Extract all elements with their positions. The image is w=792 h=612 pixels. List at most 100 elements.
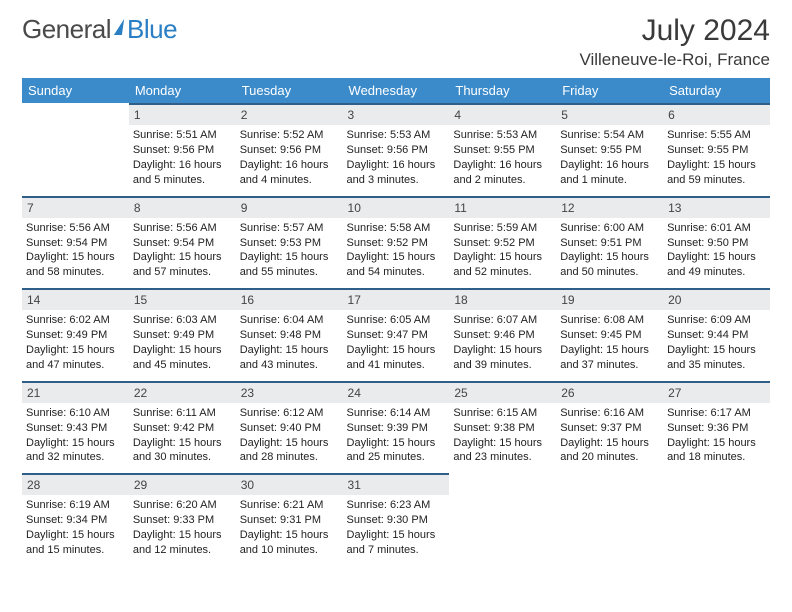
- daylight-line: Daylight: 15 hours and 43 minutes.: [240, 343, 339, 373]
- sunrise-line: Sunrise: 6:15 AM: [453, 406, 552, 421]
- sunset-line: Sunset: 9:44 PM: [667, 328, 766, 343]
- sunrise-line: Sunrise: 6:21 AM: [240, 498, 339, 513]
- daylight-line: Daylight: 15 hours and 32 minutes.: [26, 436, 125, 466]
- daylight-line: Daylight: 15 hours and 18 minutes.: [667, 436, 766, 466]
- sunset-line: Sunset: 9:31 PM: [240, 513, 339, 528]
- sunrise-line: Sunrise: 5:56 AM: [26, 221, 125, 236]
- sunrise-line: Sunrise: 6:10 AM: [26, 406, 125, 421]
- sunset-line: Sunset: 9:52 PM: [453, 236, 552, 251]
- day-number: 31: [343, 473, 450, 495]
- calendar-day-cell: 21Sunrise: 6:10 AMSunset: 9:43 PMDayligh…: [22, 381, 129, 474]
- sunset-line: Sunset: 9:50 PM: [667, 236, 766, 251]
- daylight-line: Daylight: 15 hours and 10 minutes.: [240, 528, 339, 558]
- sunset-line: Sunset: 9:55 PM: [453, 143, 552, 158]
- daylight-line: Daylight: 15 hours and 28 minutes.: [240, 436, 339, 466]
- daylight-line: Daylight: 16 hours and 5 minutes.: [133, 158, 232, 188]
- sunset-line: Sunset: 9:54 PM: [26, 236, 125, 251]
- sunrise-line: Sunrise: 6:23 AM: [347, 498, 446, 513]
- sunrise-line: Sunrise: 5:57 AM: [240, 221, 339, 236]
- calendar-day-cell: 12Sunrise: 6:00 AMSunset: 9:51 PMDayligh…: [556, 196, 663, 289]
- sunset-line: Sunset: 9:47 PM: [347, 328, 446, 343]
- calendar-day-cell: 18Sunrise: 6:07 AMSunset: 9:46 PMDayligh…: [449, 288, 556, 381]
- sunrise-line: Sunrise: 5:56 AM: [133, 221, 232, 236]
- weekday-header: Wednesday: [343, 78, 450, 103]
- sunset-line: Sunset: 9:38 PM: [453, 421, 552, 436]
- sunrise-line: Sunrise: 5:52 AM: [240, 128, 339, 143]
- sunrise-line: Sunrise: 6:03 AM: [133, 313, 232, 328]
- sunrise-line: Sunrise: 6:11 AM: [133, 406, 232, 421]
- day-number: 21: [22, 381, 129, 403]
- calendar-week-row: 28Sunrise: 6:19 AMSunset: 9:34 PMDayligh…: [22, 473, 770, 566]
- calendar-body: .1Sunrise: 5:51 AMSunset: 9:56 PMDayligh…: [22, 103, 770, 566]
- sunset-line: Sunset: 9:53 PM: [240, 236, 339, 251]
- calendar-day-cell: 14Sunrise: 6:02 AMSunset: 9:49 PMDayligh…: [22, 288, 129, 381]
- day-number: 2: [236, 103, 343, 125]
- calendar-day-cell: 11Sunrise: 5:59 AMSunset: 9:52 PMDayligh…: [449, 196, 556, 289]
- daylight-line: Daylight: 15 hours and 12 minutes.: [133, 528, 232, 558]
- sunrise-line: Sunrise: 6:04 AM: [240, 313, 339, 328]
- sunset-line: Sunset: 9:51 PM: [560, 236, 659, 251]
- title-block: July 2024 Villeneuve-le-Roi, France: [579, 14, 770, 70]
- day-number: 4: [449, 103, 556, 125]
- daylight-line: Daylight: 15 hours and 23 minutes.: [453, 436, 552, 466]
- daylight-line: Daylight: 15 hours and 54 minutes.: [347, 250, 446, 280]
- daylight-line: Daylight: 15 hours and 15 minutes.: [26, 528, 125, 558]
- sunrise-line: Sunrise: 5:55 AM: [667, 128, 766, 143]
- weekday-header: Monday: [129, 78, 236, 103]
- calendar-day-cell: 13Sunrise: 6:01 AMSunset: 9:50 PMDayligh…: [663, 196, 770, 289]
- sunrise-line: Sunrise: 6:17 AM: [667, 406, 766, 421]
- day-number: 20: [663, 288, 770, 310]
- daylight-line: Daylight: 15 hours and 20 minutes.: [560, 436, 659, 466]
- sunrise-line: Sunrise: 6:12 AM: [240, 406, 339, 421]
- sunset-line: Sunset: 9:42 PM: [133, 421, 232, 436]
- logo-text-1: General: [22, 14, 111, 45]
- daylight-line: Daylight: 15 hours and 41 minutes.: [347, 343, 446, 373]
- sunset-line: Sunset: 9:56 PM: [133, 143, 232, 158]
- daylight-line: Daylight: 15 hours and 52 minutes.: [453, 250, 552, 280]
- weekday-header: Saturday: [663, 78, 770, 103]
- calendar-day-cell: 26Sunrise: 6:16 AMSunset: 9:37 PMDayligh…: [556, 381, 663, 474]
- weekday-header: Tuesday: [236, 78, 343, 103]
- day-number: 22: [129, 381, 236, 403]
- day-number: 23: [236, 381, 343, 403]
- sunrise-line: Sunrise: 6:07 AM: [453, 313, 552, 328]
- sunrise-line: Sunrise: 5:53 AM: [453, 128, 552, 143]
- daylight-line: Daylight: 15 hours and 39 minutes.: [453, 343, 552, 373]
- sunset-line: Sunset: 9:54 PM: [133, 236, 232, 251]
- day-number: 9: [236, 196, 343, 218]
- calendar-empty-cell: .: [449, 473, 556, 566]
- sunset-line: Sunset: 9:52 PM: [347, 236, 446, 251]
- calendar-day-cell: 16Sunrise: 6:04 AMSunset: 9:48 PMDayligh…: [236, 288, 343, 381]
- daylight-line: Daylight: 15 hours and 47 minutes.: [26, 343, 125, 373]
- sunset-line: Sunset: 9:36 PM: [667, 421, 766, 436]
- calendar-day-cell: 19Sunrise: 6:08 AMSunset: 9:45 PMDayligh…: [556, 288, 663, 381]
- daylight-line: Daylight: 15 hours and 55 minutes.: [240, 250, 339, 280]
- sunset-line: Sunset: 9:49 PM: [133, 328, 232, 343]
- sunset-line: Sunset: 9:39 PM: [347, 421, 446, 436]
- daylight-line: Daylight: 15 hours and 49 minutes.: [667, 250, 766, 280]
- calendar-week-row: 21Sunrise: 6:10 AMSunset: 9:43 PMDayligh…: [22, 381, 770, 474]
- day-number: 19: [556, 288, 663, 310]
- calendar-day-cell: 4 Sunrise: 5:53 AMSunset: 9:55 PMDaylight…: [449, 103, 556, 196]
- daylight-line: Daylight: 15 hours and 45 minutes.: [133, 343, 232, 373]
- daylight-line: Daylight: 15 hours and 57 minutes.: [133, 250, 232, 280]
- daylight-line: Daylight: 16 hours and 4 minutes.: [240, 158, 339, 188]
- sunset-line: Sunset: 9:40 PM: [240, 421, 339, 436]
- day-number: 8: [129, 196, 236, 218]
- sunrise-line: Sunrise: 6:09 AM: [667, 313, 766, 328]
- day-number: 1: [129, 103, 236, 125]
- day-number: 7: [22, 196, 129, 218]
- sunset-line: Sunset: 9:55 PM: [667, 143, 766, 158]
- sunset-line: Sunset: 9:56 PM: [240, 143, 339, 158]
- calendar-day-cell: 9 Sunrise: 5:57 AMSunset: 9:53 PMDaylight…: [236, 196, 343, 289]
- daylight-line: Daylight: 16 hours and 2 minutes.: [453, 158, 552, 188]
- sunrise-line: Sunrise: 6:02 AM: [26, 313, 125, 328]
- daylight-line: Daylight: 15 hours and 50 minutes.: [560, 250, 659, 280]
- calendar-empty-cell: .: [556, 473, 663, 566]
- day-number: 24: [343, 381, 450, 403]
- sunset-line: Sunset: 9:56 PM: [347, 143, 446, 158]
- calendar-day-cell: 30Sunrise: 6:21 AMSunset: 9:31 PMDayligh…: [236, 473, 343, 566]
- day-number: 28: [22, 473, 129, 495]
- logo: General Blue: [22, 14, 177, 45]
- day-number: 18: [449, 288, 556, 310]
